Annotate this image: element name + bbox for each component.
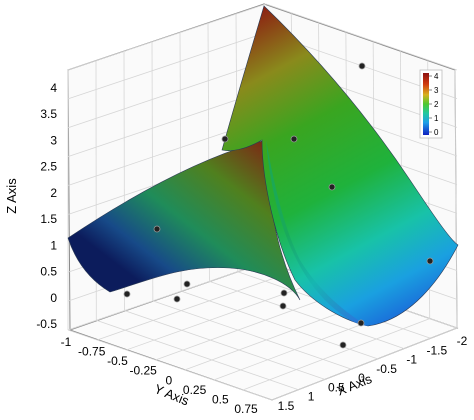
surface-trough — [266, 140, 368, 326]
y-tick-label: -0.5 — [107, 354, 128, 368]
grid-line — [242, 318, 430, 391]
grid-line — [126, 280, 321, 351]
grid-line — [155, 289, 348, 361]
y-tick-label: -0.75 — [78, 345, 106, 359]
data-point — [426, 257, 434, 265]
y-tick-label: 0.5 — [212, 392, 229, 406]
data-point — [221, 135, 229, 143]
colorbar-ticks: 4 3 2 1 0 — [429, 72, 439, 137]
z-tick-label: 2 — [50, 186, 57, 200]
grid-line — [97, 271, 294, 341]
grid-line — [124, 310, 325, 380]
z-tick-label: 3.5 — [40, 107, 57, 121]
grid-line — [96, 319, 299, 391]
grid-line — [271, 327, 458, 401]
y-tick-label: -1 — [61, 335, 72, 349]
z-tick-label: 0 — [50, 291, 57, 305]
x-axis-title: X Axis — [335, 371, 375, 399]
y-tick-label: 0.75 — [234, 402, 258, 416]
colorbar-tick-label: 2 — [434, 100, 439, 109]
x-tick-label: 0.5 — [328, 380, 345, 394]
x-tick-label: -2 — [457, 334, 468, 348]
data-point — [339, 341, 347, 349]
data-point — [279, 302, 287, 310]
grid-line — [67, 3, 267, 71]
surface-left-lobe — [67, 139, 301, 301]
data-point — [357, 319, 365, 327]
grid-line — [265, 3, 458, 71]
grid-line — [67, 329, 273, 401]
data-point — [280, 289, 288, 297]
z-axis-ticks: -0.5 0 0.5 1 1.5 2 2.5 3 3.5 4 — [36, 81, 57, 331]
surface — [67, 5, 459, 327]
z-tick-label: 1.5 — [40, 212, 57, 226]
surface-right-lobe — [221, 5, 459, 327]
grid-line — [454, 69, 458, 329]
z-tick-label: -0.5 — [36, 317, 57, 331]
grid-line — [67, 32, 267, 100]
z-axis-title: Z Axis — [4, 178, 19, 214]
grid-line — [209, 281, 405, 349]
grid-line — [67, 60, 267, 129]
colorbar-tick-label: 4 — [434, 72, 439, 81]
z-tick-label: 1 — [50, 238, 57, 252]
z-tick-label: 2.5 — [40, 160, 57, 174]
data-point — [183, 280, 191, 288]
colorbar-gradient — [423, 73, 429, 135]
scatter-points — [123, 62, 434, 349]
grid-line — [67, 261, 267, 331]
colorbar-tick-label: 0 — [434, 128, 439, 137]
data-point — [290, 135, 298, 143]
colorbar: 4 3 2 1 0 — [419, 69, 443, 139]
z-tick-label: 4 — [50, 81, 57, 95]
x-tick-label: -0.5 — [376, 362, 397, 376]
x-tick-label: 1 — [308, 390, 315, 404]
x-axis-ticks: 1.5 1 0.5 0 -0.5 -1 -1.5 -2 — [278, 334, 468, 413]
data-point — [358, 62, 366, 70]
x-tick-label: 1.5 — [278, 399, 295, 413]
y-axis-ticks: -1 -0.75-0.5-0.25 0 0.25 0.5 0.75 — [61, 335, 258, 416]
x-tick-label: -1 — [406, 353, 417, 367]
grid-line — [152, 300, 352, 370]
x-tick-label: 0 — [358, 371, 365, 385]
data-point — [153, 225, 161, 233]
grid-line — [67, 89, 267, 158]
colorbar-tick-label: 3 — [434, 86, 439, 95]
z-tick-label: 3 — [50, 133, 57, 147]
x-tick-label: -1.5 — [427, 343, 448, 357]
y-tick-label: 0.25 — [183, 383, 207, 397]
data-point — [173, 295, 181, 303]
y-tick-label: -0.25 — [129, 364, 157, 378]
data-point — [328, 183, 336, 191]
data-point — [123, 290, 131, 298]
colorbar-tick-label: 1 — [434, 114, 439, 123]
y-tick-label: 0 — [166, 373, 173, 387]
z-tick-label: 0.5 — [40, 265, 57, 279]
